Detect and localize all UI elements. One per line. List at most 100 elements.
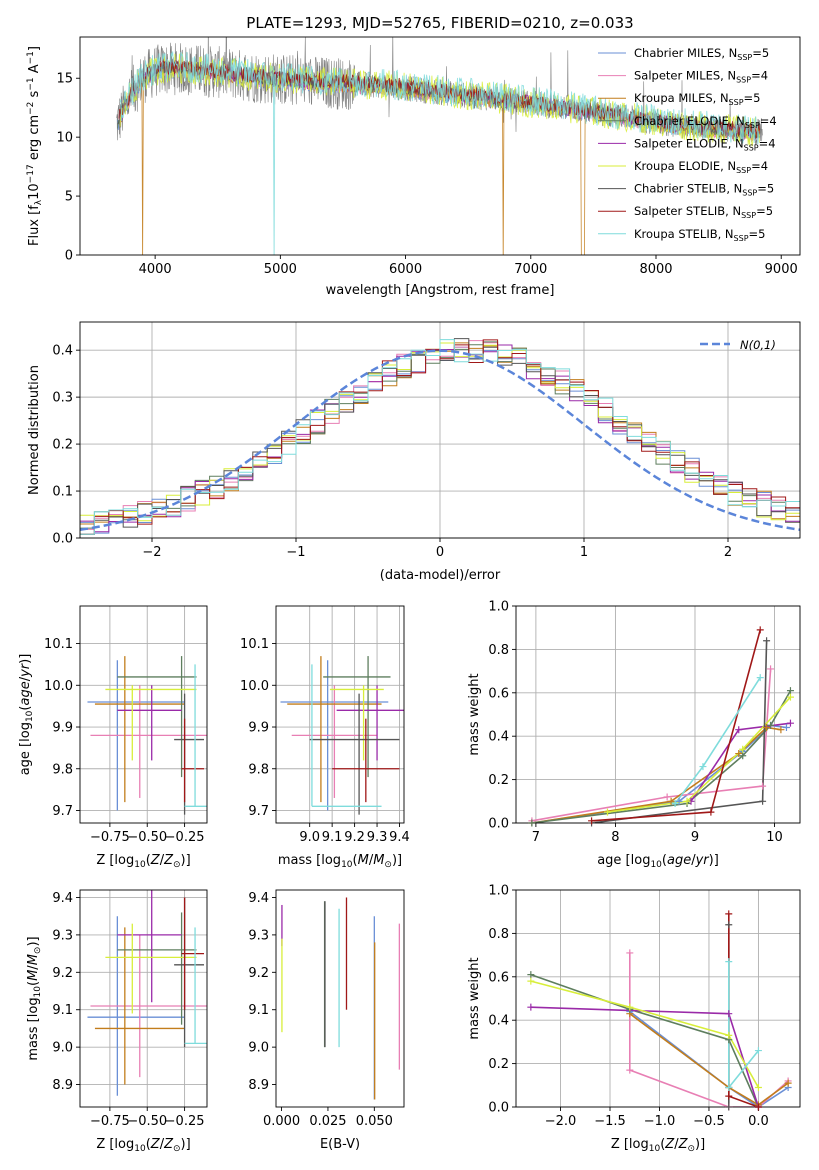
series-marker <box>763 637 771 645</box>
label-part: Z <box>664 1137 675 1152</box>
label-part: λ <box>34 199 44 205</box>
legend-sub: SSP <box>744 143 759 152</box>
x-tick-label: −0.25 <box>165 1114 205 1129</box>
legend-entry: Kroupa MILES, NSSP=5 <box>634 91 760 107</box>
y-tick-label: 0.4 <box>488 1014 509 1029</box>
plot-area <box>280 656 404 815</box>
series-marker <box>675 797 683 805</box>
legend-n: =4 <box>760 114 777 128</box>
x-axis-label: Z [log10​(Z/Z⊙​)] <box>611 1137 705 1154</box>
x-tick-label: 0 <box>436 545 444 560</box>
label-part: age [log <box>18 722 33 775</box>
label-part: erg cm <box>27 115 42 164</box>
legend-entry: Salpeter MILES, NSSP=4 <box>634 69 768 85</box>
y-tick-label: 0.3 <box>52 391 73 406</box>
series-marker <box>725 1010 733 1018</box>
plot-area <box>116 37 763 255</box>
y-tick-label: 9.3 <box>52 928 73 943</box>
x-tick-label: −0.5 <box>693 1114 725 1129</box>
panel-spectrum: 4000 5000 6000 7000 8000 9000 0 5 10 15 wavelength… <box>26 36 801 298</box>
y-tick-label: 0.1 <box>52 485 73 500</box>
label-part: ( <box>660 1137 665 1152</box>
y-tick-label: 10 <box>56 131 73 146</box>
y-tick-label: 9.4 <box>52 891 73 906</box>
legend-entry: Salpeter ELODIE, NSSP=4 <box>634 136 776 152</box>
y-axis-label: mass [log10​(M/M⊙​)] <box>26 936 43 1060</box>
series-marker <box>786 687 794 695</box>
panel-massweight-vs-Z: −2.0 −1.5 −1.0 −0.5 0.0 0.0 0.2 0.4 0.6 0.8 1.0 Z [… <box>467 884 801 1154</box>
label-part: A <box>27 64 42 77</box>
legend-model: Kroupa MILES, N <box>634 91 729 105</box>
series-marker <box>707 808 715 816</box>
plot-area <box>87 656 207 815</box>
legend-model: Chabrier ELODIE, N <box>634 114 745 128</box>
axes-frame <box>79 321 801 539</box>
series-marker <box>756 626 764 634</box>
series-marker <box>663 793 671 801</box>
legend-entry: Kroupa ELODIE, NSSP=4 <box>634 159 768 175</box>
label-part: −1 <box>26 51 36 64</box>
label-part: M <box>26 954 41 965</box>
label-part: / <box>160 1137 165 1152</box>
series-line <box>728 913 759 1107</box>
x-tick-label: 8000 <box>639 262 672 277</box>
y-tick-label: 9.8 <box>248 762 269 777</box>
y-tick-label: 9.9 <box>52 721 73 736</box>
legend-entry: Chabrier MILES, NSSP=5 <box>634 46 769 62</box>
y-axis-label: age [log10​(age/yr)] <box>18 654 35 776</box>
label-part: ⊙ <box>173 860 181 870</box>
y-tick-label: 0.8 <box>488 643 509 658</box>
legend-sub: SSP <box>742 189 757 198</box>
plot-area <box>87 890 207 1096</box>
series-marker <box>528 819 536 827</box>
x-axis-label: E(B-V) <box>320 1137 360 1152</box>
axes-frame <box>515 889 801 1108</box>
panel-age-vs-mass: 9.0 9.1 9.2 9.3 9.4 9.7 9.8 9.9 10.0 10.1 mass [lo… <box>240 605 410 870</box>
panel-mass-vs-ebv: 0.000 0.025 0.050 8.9 9.0 9.1 9.2 9.3 9.4 E(B-V) <box>248 889 405 1152</box>
y-tick-label: 0.0 <box>488 817 509 832</box>
series-line <box>531 668 772 822</box>
label-part: Z <box>150 853 161 868</box>
legend-entry: Salpeter STELIB, NSSP=5 <box>634 204 773 220</box>
legend-n: =5 <box>756 204 773 218</box>
x-tick-label: −1.5 <box>594 1114 626 1129</box>
legend-n: =4 <box>751 69 768 83</box>
x-tick-label: 9.4 <box>389 830 410 845</box>
label-part: 10 <box>33 986 43 998</box>
legend-n: =4 <box>751 159 768 173</box>
series-marker <box>739 745 747 753</box>
label-part: / <box>369 853 374 868</box>
normal-curve <box>80 349 800 532</box>
series-marker <box>786 693 794 701</box>
axes-frame <box>79 889 208 1108</box>
y-tick-label: 9.2 <box>248 966 269 981</box>
series-line <box>531 724 787 823</box>
label-part: mass [log <box>26 997 41 1060</box>
y-tick-label: 8.9 <box>52 1078 73 1093</box>
label-part: age [log <box>597 853 650 868</box>
legend-entry: Kroupa STELIB, NSSP=5 <box>634 227 765 243</box>
x-axis-label: age [log10​(age/yr)] <box>597 853 719 870</box>
x-tick-label: 9.2 <box>344 830 365 845</box>
label-part: yr <box>18 662 33 678</box>
label-part: Flux [f <box>27 205 42 246</box>
series-marker <box>767 665 775 673</box>
x-tick-label: 10 <box>766 830 783 845</box>
series-marker <box>786 719 794 727</box>
plot-area <box>531 629 792 823</box>
x-tick-label: −1 <box>286 545 305 560</box>
series-line <box>629 1013 789 1106</box>
label-part: 10 <box>650 860 662 870</box>
x-tick-label: 0.025 <box>309 1114 346 1129</box>
y-axis-label: mass weight <box>467 957 482 1039</box>
label-part: Z <box>163 853 174 868</box>
x-axis-label: mass [log10​(M/M⊙​)] <box>278 853 402 870</box>
panel-age-vs-Z: −0.75−0.50−0.259.79.89.910.010.1Z [log10… <box>18 605 208 870</box>
x-tick-label: 8 <box>611 830 619 845</box>
y-tick-label: 9.0 <box>248 1041 269 1056</box>
x-tick-label: −1.0 <box>644 1114 676 1129</box>
x-tick-label: 0.000 <box>263 1114 300 1129</box>
x-tick-label: −0.50 <box>127 1114 167 1129</box>
label-part: ⊙ <box>384 860 392 870</box>
legend-model: Salpeter STELIB, N <box>634 204 741 218</box>
